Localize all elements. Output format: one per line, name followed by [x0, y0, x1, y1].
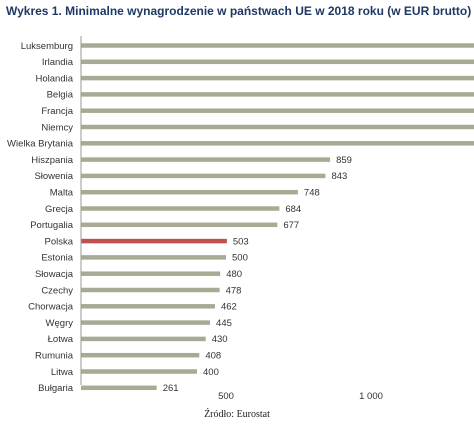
chart-title: Wykres 1. Minimalne wynagrodzenie w pańs…: [6, 4, 472, 18]
value-label-bułgaria: 261: [163, 383, 179, 394]
category-label-bułgaria: Bułgaria: [38, 383, 74, 394]
category-label-francja: Francja: [41, 106, 73, 117]
bar-malta: [81, 189, 298, 195]
value-label-słowacja: 480: [226, 269, 242, 280]
category-label-hiszpania: Hiszpania: [31, 155, 73, 166]
category-label-rumunia: Rumunia: [35, 351, 74, 362]
value-label-rumunia: 408: [205, 351, 221, 362]
category-label-łotwa: Łotwa: [48, 334, 74, 345]
category-label-niemcy: Niemcy: [41, 122, 73, 133]
source-note: Źródło: Eurostat: [204, 409, 270, 420]
bar-francja: [81, 108, 474, 113]
labels-layer: Luksemburg1 999Irlandia1 614Holandia1 57…: [7, 41, 352, 394]
category-label-portugalia: Portugalia: [30, 220, 73, 231]
category-label-luksemburg: Luksemburg: [21, 41, 73, 52]
value-label-grecja: 684: [285, 204, 301, 215]
category-label-węgry: Węgry: [46, 318, 74, 329]
bar-słowacja: [81, 271, 221, 276]
bar-słowenia: [81, 173, 326, 179]
bar-luksemburg: [81, 43, 474, 48]
value-label-łotwa: 430: [212, 334, 228, 345]
category-label-belgia: Belgia: [47, 90, 74, 101]
x-tick-label: 1 000: [359, 391, 383, 402]
category-label-czechy: Czechy: [41, 285, 73, 296]
bar-grecja: [81, 206, 280, 211]
value-label-słowenia: 843: [331, 171, 347, 182]
bar-litwa: [81, 369, 197, 374]
value-label-portugalia: 677: [283, 220, 299, 231]
bar-węgry: [81, 320, 211, 325]
value-label-czechy: 478: [226, 285, 242, 296]
value-label-malta: 748: [304, 188, 320, 199]
bar-hiszpania: [81, 157, 331, 162]
value-label-chorwacja: 462: [221, 302, 237, 313]
bar-łotwa: [81, 336, 206, 342]
bar-holandia: [81, 75, 474, 81]
bar-portugalia: [81, 222, 278, 228]
x-tick-label: 500: [218, 391, 234, 402]
bar-polska: [81, 238, 227, 244]
bars-layer: [81, 43, 474, 391]
category-label-irlandia: Irlandia: [42, 57, 74, 68]
value-label-węgry: 445: [216, 318, 232, 329]
bar-czechy: [81, 287, 220, 293]
category-label-holandia: Holandia: [36, 73, 74, 84]
value-label-polska: 503: [233, 236, 249, 247]
category-label-malta: Malta: [50, 188, 74, 199]
value-label-hiszpania: 859: [336, 155, 352, 166]
category-label-polska: Polska: [44, 236, 73, 247]
value-label-estonia: 500: [232, 253, 248, 264]
category-label-litwa: Litwa: [51, 367, 74, 378]
category-label-grecja: Grecja: [45, 204, 74, 215]
bar-chorwacja: [81, 304, 215, 309]
category-label-słowacja: Słowacja: [35, 269, 74, 280]
bar-belgia: [81, 92, 474, 97]
bar-irlandia: [81, 59, 474, 65]
category-label-chorwacja: Chorwacja: [28, 302, 74, 313]
category-label-słowenia: Słowenia: [34, 171, 73, 182]
bar-niemcy: [81, 124, 474, 130]
bar-bułgaria: [81, 385, 157, 391]
bar-estonia: [81, 255, 226, 260]
category-label-wielka-brytania: Wielka Brytania: [7, 139, 74, 150]
category-label-estonia: Estonia: [41, 253, 73, 264]
bar-rumunia: [81, 352, 200, 358]
value-label-litwa: 400: [203, 367, 219, 378]
bar-wielka-brytania: [81, 141, 474, 146]
